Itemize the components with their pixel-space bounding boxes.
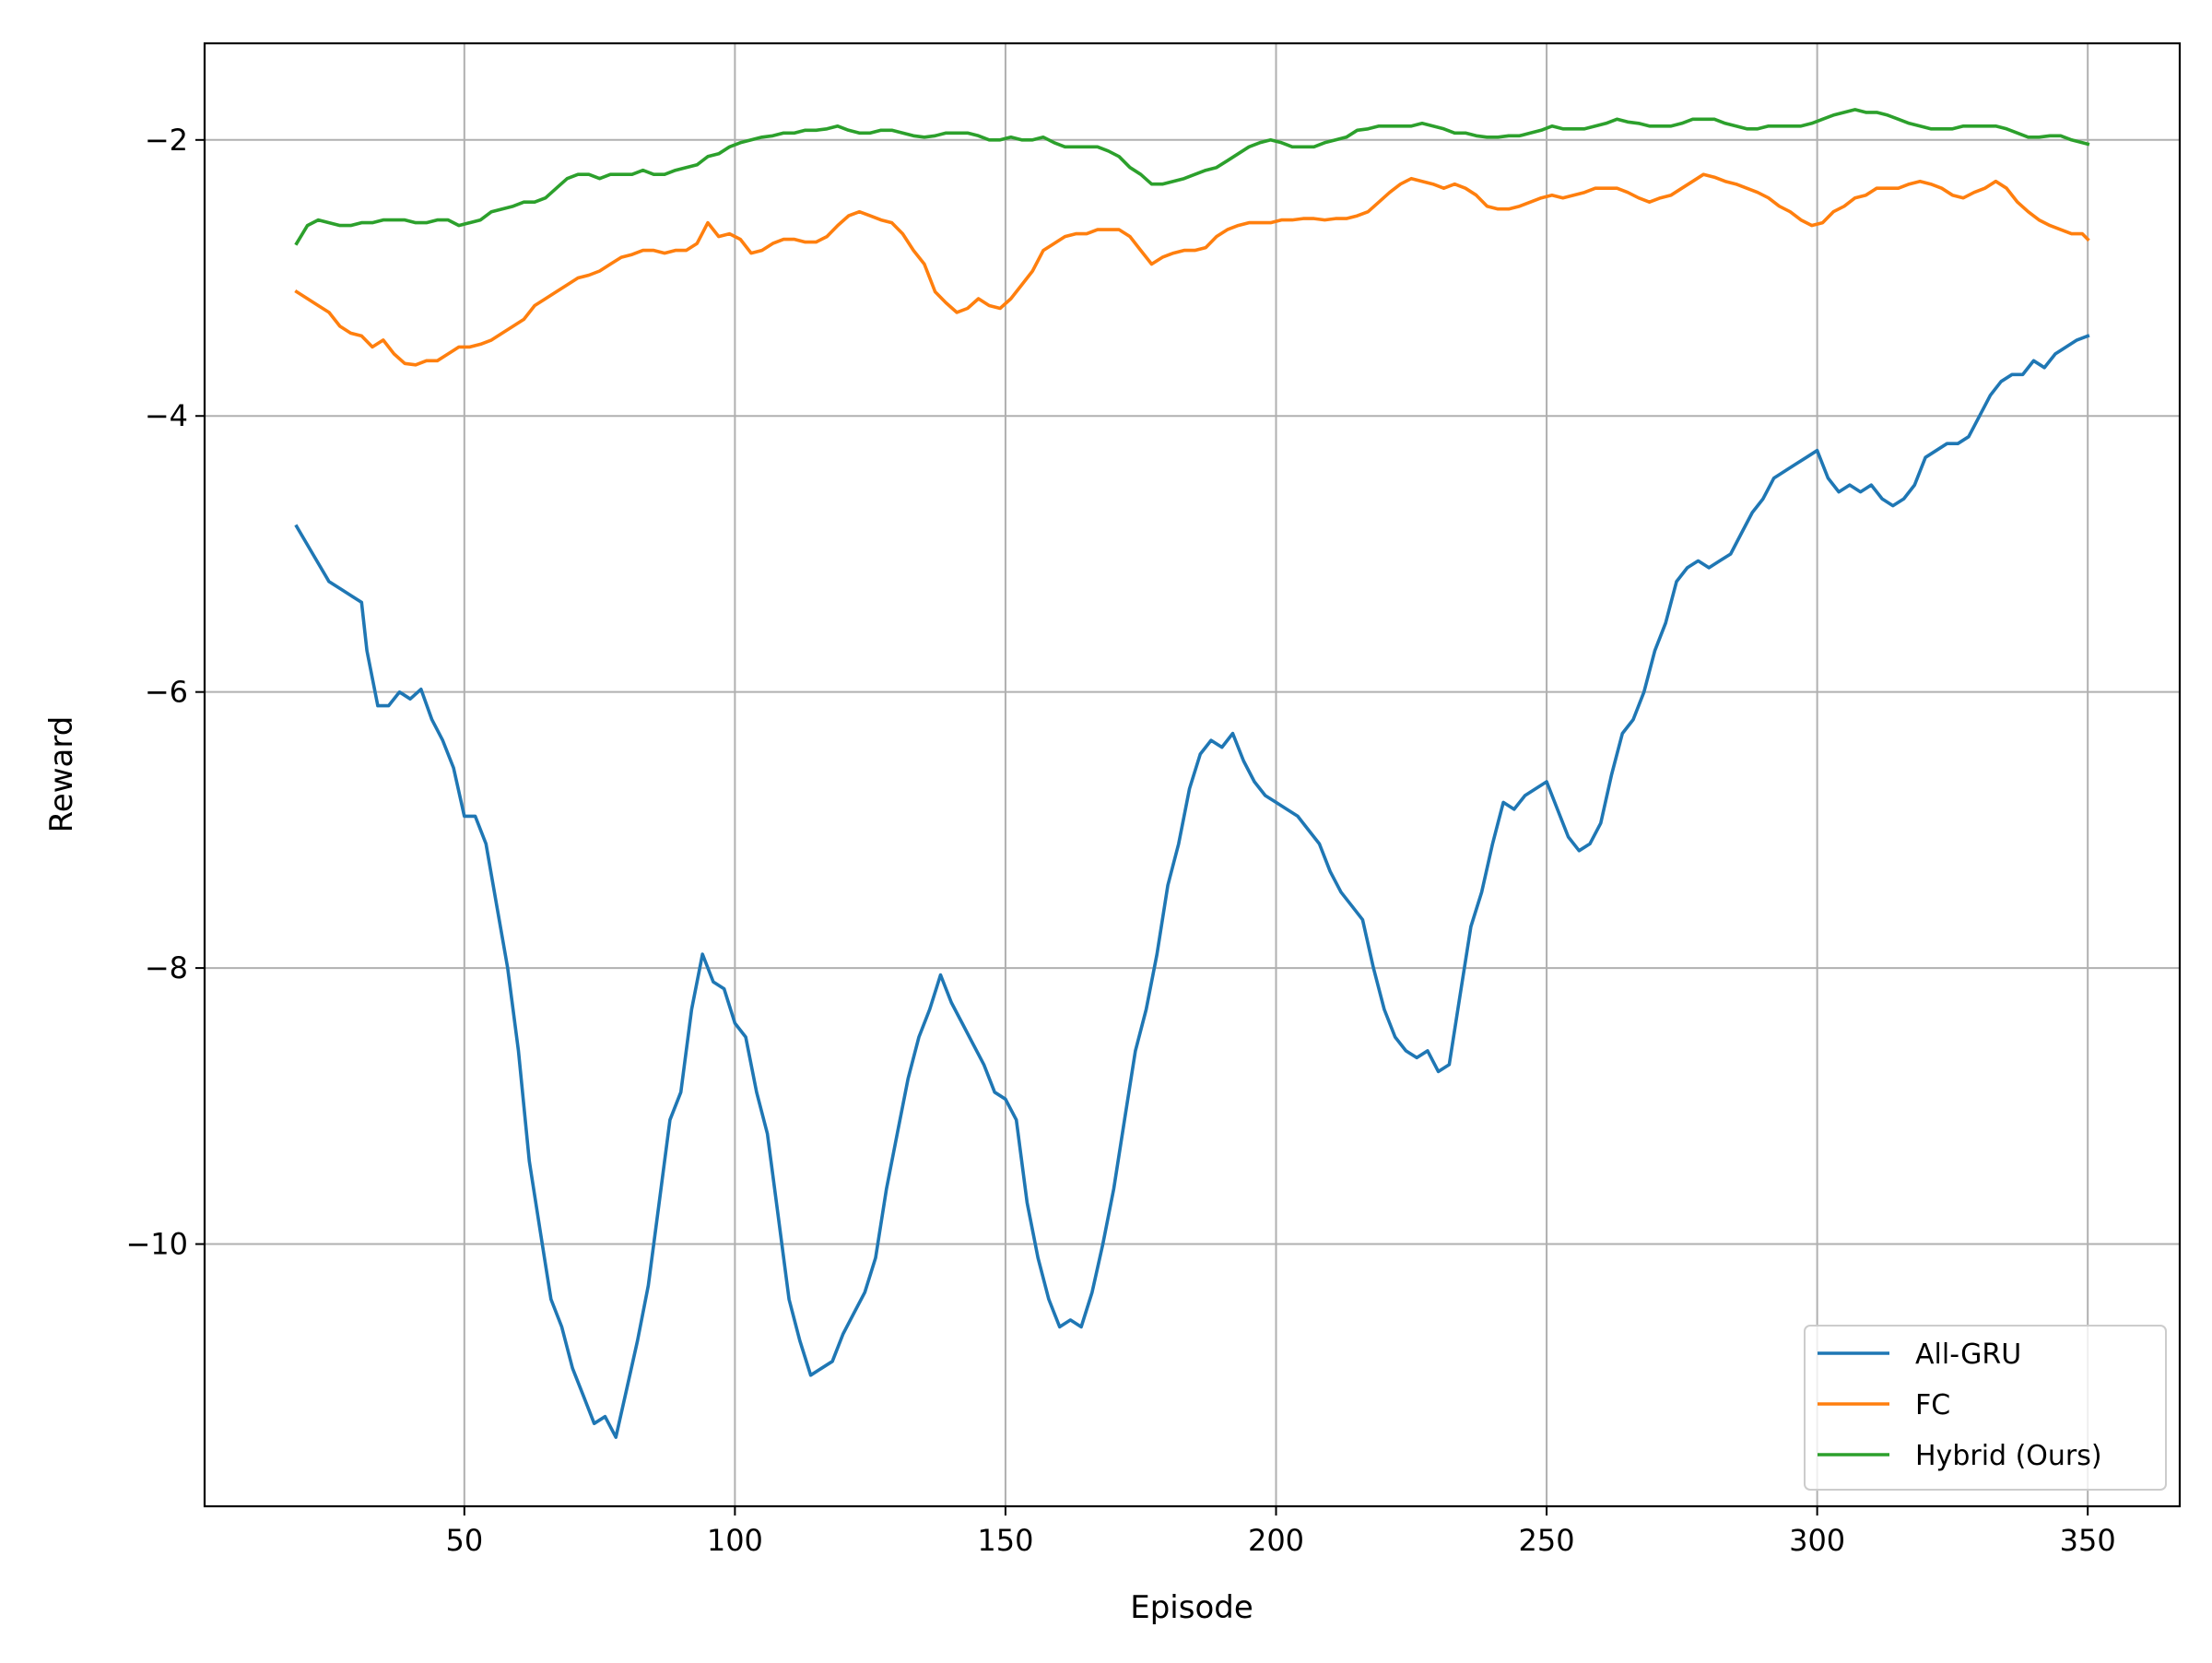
y-axis-ticks: −10 −8 −6 −4 −2 xyxy=(125,123,205,1262)
y-tick-label: −8 xyxy=(145,950,188,985)
x-tick-label: 350 xyxy=(2060,1523,2116,1558)
y-tick-label: −4 xyxy=(145,398,188,433)
series-line-hybrid-ours xyxy=(294,108,2090,246)
series-line-fc xyxy=(294,172,2090,367)
legend-entries: All-GRU FC Hybrid (Ours) xyxy=(1818,1339,2102,1472)
legend-label-all-gru: All-GRU xyxy=(1915,1339,2021,1371)
plot-frame xyxy=(203,41,2182,1508)
y-tick-label: −6 xyxy=(145,675,188,710)
legend: All-GRU FC Hybrid (Ours) xyxy=(1804,1325,2167,1491)
x-tick-label: 50 xyxy=(445,1523,483,1558)
y-tick-label: −2 xyxy=(145,123,188,158)
plot-series xyxy=(294,108,2090,1439)
x-axis-label: Episode xyxy=(1130,1589,1253,1626)
x-tick-label: 150 xyxy=(977,1523,1033,1558)
y-tick-label: −10 xyxy=(125,1227,188,1262)
x-tick-label: 300 xyxy=(1789,1523,1845,1558)
legend-label-fc: FC xyxy=(1915,1389,1950,1421)
x-tick-label: 200 xyxy=(1248,1523,1304,1558)
series-line-all-gru xyxy=(294,334,2090,1439)
legend-label-hybrid-ours: Hybrid (Ours) xyxy=(1915,1440,2102,1472)
grid xyxy=(205,43,2180,1506)
legend-frame xyxy=(1804,1325,2167,1491)
x-tick-label: 250 xyxy=(1519,1523,1575,1558)
y-axis-label: Reward xyxy=(43,716,80,833)
x-axis-ticks: 50 100 150 200 250 300 350 xyxy=(445,1506,2116,1558)
x-tick-label: 100 xyxy=(707,1523,763,1558)
